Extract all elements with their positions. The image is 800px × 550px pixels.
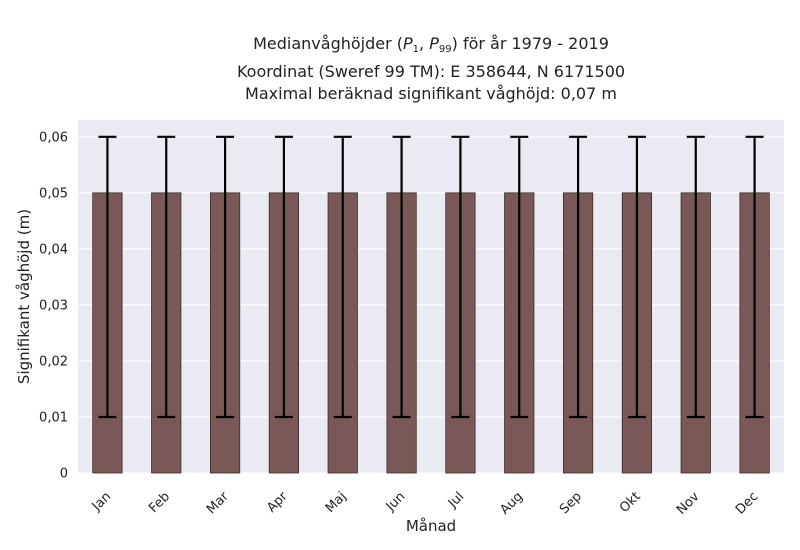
y-tick-label: 0,04: [39, 242, 68, 257]
x-tick-label: Jan: [89, 489, 114, 514]
x-tick-label: Aug: [498, 489, 527, 518]
x-tick-label: Okt: [617, 489, 644, 516]
x-tick-label: Jun: [383, 489, 409, 515]
x-tick-label: Feb: [146, 489, 173, 516]
y-tick-label: 0,02: [39, 354, 68, 369]
y-tick-label: 0: [60, 467, 68, 482]
x-axis-label: Månad: [406, 517, 456, 535]
x-tick-label: Maj: [323, 489, 350, 516]
x-tick-label: Nov: [674, 489, 703, 518]
y-tick-label: 0,01: [39, 410, 68, 425]
title-line-3: Maximal beräknad signifikant våghöjd: 0,…: [245, 84, 617, 103]
y-tick-labels: 0 0,01 0,02 0,03 0,04 0,05 0,06: [39, 130, 68, 481]
title-line-2: Koordinat (Sweref 99 TM): E 358644, N 61…: [236, 62, 626, 81]
gridlines: [78, 136, 784, 474]
x-tick-labels: Jan Feb Mar Apr Maj Jun Jul Aug Sep Okt Nov Dec: [89, 489, 762, 518]
y-axis-label: Signifikant våghöjd (m): [15, 209, 33, 384]
x-tick-label: Dec: [733, 489, 761, 517]
error-bars: [98, 135, 764, 419]
y-tick-label: 0,06: [39, 130, 68, 145]
y-tick-label: 0,05: [39, 186, 68, 201]
x-tick-label: Mar: [204, 489, 232, 517]
x-tick-label: Sep: [557, 489, 585, 517]
y-tick-label: 0,03: [39, 298, 68, 313]
x-tick-label: Jul: [445, 489, 467, 511]
chart-title: Medianvåghöjder (P1, P99) för år 1979 - …: [78, 33, 784, 105]
title-line-1: Medianvåghöjder (P1, P99) för år 1979 - …: [253, 34, 609, 55]
plot-area: [78, 120, 784, 473]
x-tick-label: Apr: [264, 489, 291, 516]
